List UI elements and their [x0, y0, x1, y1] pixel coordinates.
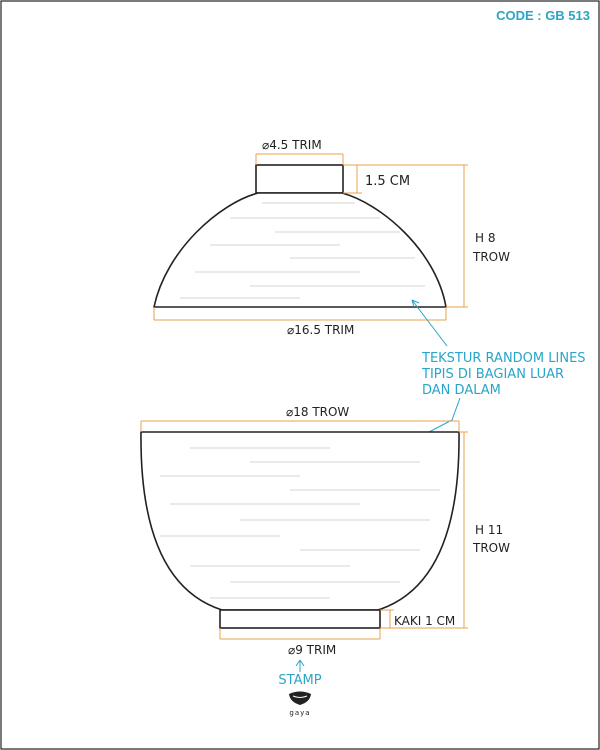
lid-drawing: ⌀4.5 TRIM 1.5 CM H 8 TROW ⌀16.5 TRIM [153, 138, 510, 337]
lid-height-unit: TROW [472, 250, 510, 264]
texture-note-line2: TIPIS DI BAGIAN LUAR [421, 367, 564, 382]
lid-height-value: H 8 [475, 231, 495, 245]
bowl-drawing: ⌀18 TROW H 11 TROW KAKI 1 CM ⌀9 TRIM [140, 405, 510, 657]
product-code: CODE : GB 513 [496, 8, 590, 23]
foot-height-label: KAKI 1 CM [394, 614, 455, 628]
lid-base-diameter-label: ⌀16.5 TRIM [287, 323, 354, 337]
bowl-foot [219, 609, 381, 629]
gaya-logo: gaya [289, 691, 311, 717]
lid-texture-leader [411, 299, 448, 347]
texture-note-line1: TEKSTUR RANDOM LINES [421, 351, 586, 366]
stamp-label: STAMP [278, 673, 321, 688]
gaya-logo-text: gaya [289, 709, 310, 717]
lid-texture-lines [180, 202, 425, 299]
stamp-annotation: STAMP gaya [278, 659, 322, 717]
bowl-body [140, 431, 460, 611]
bowl-height-value: H 11 [475, 523, 503, 537]
lid-knob [255, 164, 344, 194]
texture-annotation: TEKSTUR RANDOM LINES TIPIS DI BAGIAN LUA… [409, 299, 586, 443]
bowl-texture-lines [160, 447, 440, 599]
rim-diameter-label: ⌀18 TROW [286, 405, 349, 419]
bowl-height-unit: TROW [472, 541, 510, 555]
knob-diameter-label: ⌀4.5 TRIM [262, 138, 322, 152]
lid-dome [153, 192, 447, 308]
foot-diameter-label: ⌀9 TRIM [288, 643, 336, 657]
knob-height-label: 1.5 CM [365, 174, 410, 189]
texture-note-line3: DAN DALAM [422, 383, 501, 398]
